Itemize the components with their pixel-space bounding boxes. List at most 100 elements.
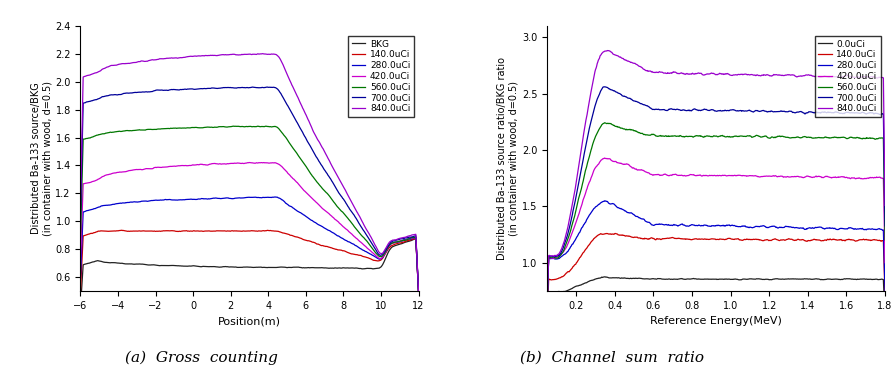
280.0uCi xyxy=(238,196,249,200)
Line: BKG: BKG xyxy=(80,238,418,308)
140.0uCi xyxy=(406,238,417,242)
Y-axis label: Distributed Ba-133 source ratio/BKG ratio
(in container with wood, d=0.5): Distributed Ba-133 source ratio/BKG rati… xyxy=(497,57,519,260)
840.0uCi xyxy=(236,53,247,57)
560.0uCi xyxy=(599,120,610,125)
BKG xyxy=(236,265,247,270)
280.0uCi xyxy=(277,198,288,202)
280.0uCi xyxy=(413,289,424,294)
Line: 0.0uCi: 0.0uCi xyxy=(547,277,885,328)
840.0uCi xyxy=(741,72,752,77)
0.0uCi xyxy=(768,277,779,281)
560.0uCi xyxy=(797,135,807,140)
BKG xyxy=(413,290,424,295)
840.0uCi xyxy=(880,203,890,208)
X-axis label: Reference Energy(MeV): Reference Energy(MeV) xyxy=(650,316,782,326)
560.0uCi xyxy=(768,135,779,140)
560.0uCi xyxy=(741,134,752,138)
280.0uCi xyxy=(768,224,779,229)
0.0uCi xyxy=(741,277,752,282)
140.0uCi xyxy=(542,318,552,323)
420.0uCi xyxy=(244,160,255,165)
280.0uCi xyxy=(406,236,417,241)
840.0uCi xyxy=(602,48,612,53)
420.0uCi xyxy=(75,261,86,265)
420.0uCi xyxy=(353,238,364,242)
140.0uCi xyxy=(696,237,706,241)
560.0uCi xyxy=(880,238,890,242)
840.0uCi xyxy=(768,73,779,77)
420.0uCi xyxy=(602,157,612,161)
420.0uCi xyxy=(236,161,247,166)
280.0uCi xyxy=(542,306,552,310)
280.0uCi xyxy=(236,196,247,200)
420.0uCi xyxy=(768,173,779,178)
140.0uCi xyxy=(116,228,127,232)
Line: 420.0uCi: 420.0uCi xyxy=(547,158,885,308)
BKG xyxy=(410,236,421,241)
Legend: 0.0uCi, 140.0uCi, 280.0uCi, 420.0uCi, 560.0uCi, 700.0uCi, 840.0uCi: 0.0uCi, 140.0uCi, 280.0uCi, 420.0uCi, 56… xyxy=(814,36,881,117)
140.0uCi xyxy=(258,229,269,233)
BKG xyxy=(238,265,249,269)
140.0uCi xyxy=(797,237,807,242)
Line: 280.0uCi: 280.0uCi xyxy=(547,201,885,308)
140.0uCi xyxy=(277,231,288,235)
140.0uCi xyxy=(629,235,640,239)
420.0uCi xyxy=(797,175,807,180)
560.0uCi xyxy=(253,124,264,128)
700.0uCi xyxy=(238,85,249,90)
Legend: BKG, 140.0uCi, 280.0uCi, 420.0uCi, 560.0uCi, 700.0uCi, 840.0uCi: BKG, 140.0uCi, 280.0uCi, 420.0uCi, 560.0… xyxy=(349,36,414,117)
280.0uCi xyxy=(880,290,890,294)
700.0uCi xyxy=(542,305,552,310)
700.0uCi xyxy=(741,109,752,113)
560.0uCi xyxy=(258,125,269,129)
700.0uCi xyxy=(696,109,706,113)
BKG xyxy=(276,265,287,269)
BKG xyxy=(352,266,363,270)
140.0uCi xyxy=(880,296,890,300)
420.0uCi xyxy=(277,165,288,169)
0.0uCi xyxy=(696,277,706,282)
560.0uCi xyxy=(413,289,424,294)
700.0uCi xyxy=(258,85,269,90)
700.0uCi xyxy=(602,85,612,90)
BKG xyxy=(75,305,86,310)
Line: 420.0uCi: 420.0uCi xyxy=(80,163,418,292)
Line: 700.0uCi: 700.0uCi xyxy=(547,87,885,308)
840.0uCi xyxy=(258,52,269,56)
560.0uCi xyxy=(277,131,288,135)
280.0uCi xyxy=(797,226,807,230)
840.0uCi xyxy=(413,288,424,293)
0.0uCi xyxy=(602,275,612,279)
560.0uCi xyxy=(602,121,612,126)
840.0uCi xyxy=(602,48,612,53)
420.0uCi xyxy=(696,173,706,178)
140.0uCi xyxy=(610,231,620,236)
700.0uCi xyxy=(262,85,273,89)
Line: 840.0uCi: 840.0uCi xyxy=(80,54,418,291)
Line: 280.0uCi: 280.0uCi xyxy=(80,197,418,292)
280.0uCi xyxy=(599,198,610,203)
560.0uCi xyxy=(75,236,86,240)
X-axis label: Position(m): Position(m) xyxy=(218,316,281,326)
140.0uCi xyxy=(239,229,249,233)
700.0uCi xyxy=(277,94,288,98)
840.0uCi xyxy=(75,201,86,206)
420.0uCi xyxy=(413,290,424,294)
840.0uCi xyxy=(277,61,288,66)
280.0uCi xyxy=(258,195,269,200)
560.0uCi xyxy=(629,128,640,133)
280.0uCi xyxy=(353,245,364,250)
0.0uCi xyxy=(797,277,807,281)
140.0uCi xyxy=(741,237,752,241)
140.0uCi xyxy=(602,231,612,236)
140.0uCi xyxy=(75,289,86,294)
840.0uCi xyxy=(353,212,364,216)
BKG xyxy=(258,265,269,270)
840.0uCi xyxy=(238,52,249,57)
Line: 560.0uCi: 560.0uCi xyxy=(547,123,885,308)
420.0uCi xyxy=(406,236,417,241)
Text: (b)  Channel  sum  ratio: (b) Channel sum ratio xyxy=(520,351,704,365)
700.0uCi xyxy=(406,235,417,239)
140.0uCi xyxy=(413,290,424,295)
420.0uCi xyxy=(880,260,890,265)
